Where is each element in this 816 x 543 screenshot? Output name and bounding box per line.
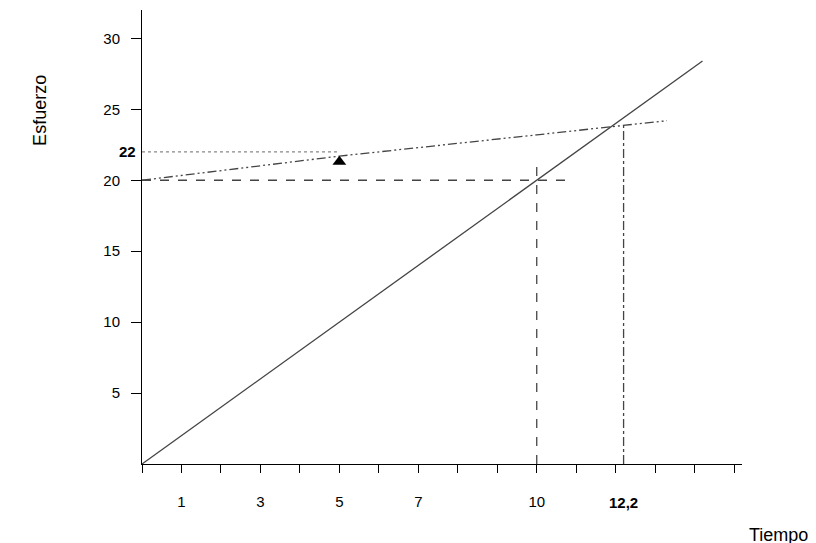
svg-text:5: 5 [112, 384, 120, 401]
svg-text:12,2: 12,2 [609, 494, 638, 511]
svg-text:5: 5 [335, 493, 343, 510]
svg-text:10: 10 [103, 313, 120, 330]
svg-text:7: 7 [414, 493, 422, 510]
svg-text:1: 1 [177, 493, 185, 510]
svg-text:Esfuerzo: Esfuerzo [30, 75, 50, 146]
svg-text:20: 20 [103, 172, 120, 189]
svg-text:3: 3 [256, 493, 264, 510]
svg-text:22: 22 [119, 143, 136, 160]
svg-text:15: 15 [103, 242, 120, 259]
svg-text:30: 30 [103, 30, 120, 47]
svg-text:Tiempo: Tiempo [749, 525, 808, 543]
svg-text:10: 10 [528, 493, 545, 510]
svg-text:25: 25 [103, 101, 120, 118]
